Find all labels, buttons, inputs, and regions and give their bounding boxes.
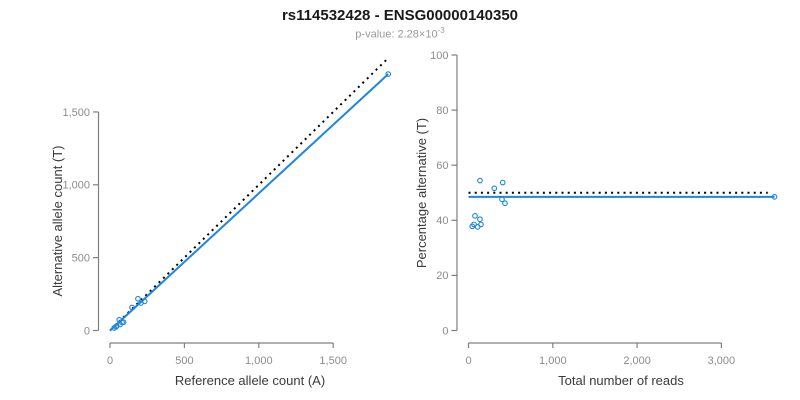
y-axis-title: Percentage alternative (T)	[414, 118, 429, 268]
y-tick-label: 60	[436, 160, 448, 172]
data-point	[135, 295, 141, 302]
pvalue-text: p-value: 2.28×10	[355, 28, 438, 41]
data-point	[385, 71, 392, 77]
data-point	[113, 322, 120, 329]
data-point	[491, 185, 498, 192]
x-axis-title: Reference allele count (A)	[175, 373, 325, 388]
y-tick-label: 500	[72, 252, 90, 264]
data-point	[477, 177, 483, 184]
y-tick-label: 80	[436, 105, 448, 117]
x-tick-label: 2,000	[623, 355, 651, 367]
figure-title: rs114532428 - ENSG00000140350	[281, 7, 519, 24]
data-point	[477, 216, 483, 223]
data-point	[499, 196, 505, 203]
x-tick-label: 1,500	[319, 355, 347, 367]
data-point	[478, 221, 484, 228]
data-point	[502, 200, 508, 207]
data-point	[129, 304, 135, 311]
x-tick-label: 1,000	[539, 355, 567, 367]
y-tick-label: 40	[436, 215, 448, 227]
pvalue-exponent: -3	[437, 26, 445, 35]
y-axis-title: Alternative allele count (T)	[50, 145, 65, 296]
y-tick-label: 100	[430, 50, 448, 62]
y-tick-label: 0	[84, 325, 90, 337]
data-point	[472, 213, 478, 219]
data-point	[771, 194, 778, 200]
data-point	[471, 221, 477, 228]
x-tick-label: 1,000	[245, 355, 273, 367]
data-point	[120, 319, 127, 326]
figure-subtitle: p-value: 2.28×10-3	[0, 26, 800, 41]
y-tick-label: 20	[436, 270, 448, 282]
x-axis-title: Total number of reads	[558, 373, 684, 388]
data-point	[499, 179, 506, 186]
y-tick-label: 0	[442, 325, 448, 337]
fit-line	[109, 73, 389, 332]
data-point	[116, 316, 123, 323]
y-tick-label: 1,500	[62, 107, 90, 119]
x-tick-label: 500	[175, 355, 193, 367]
x-tick-label: 0	[465, 355, 471, 367]
y-tick-label: 1,000	[62, 180, 90, 192]
x-tick-label: 3,000	[708, 355, 736, 367]
data-point	[141, 298, 148, 305]
identity-line	[109, 58, 388, 332]
x-tick-label: 0	[107, 355, 113, 367]
